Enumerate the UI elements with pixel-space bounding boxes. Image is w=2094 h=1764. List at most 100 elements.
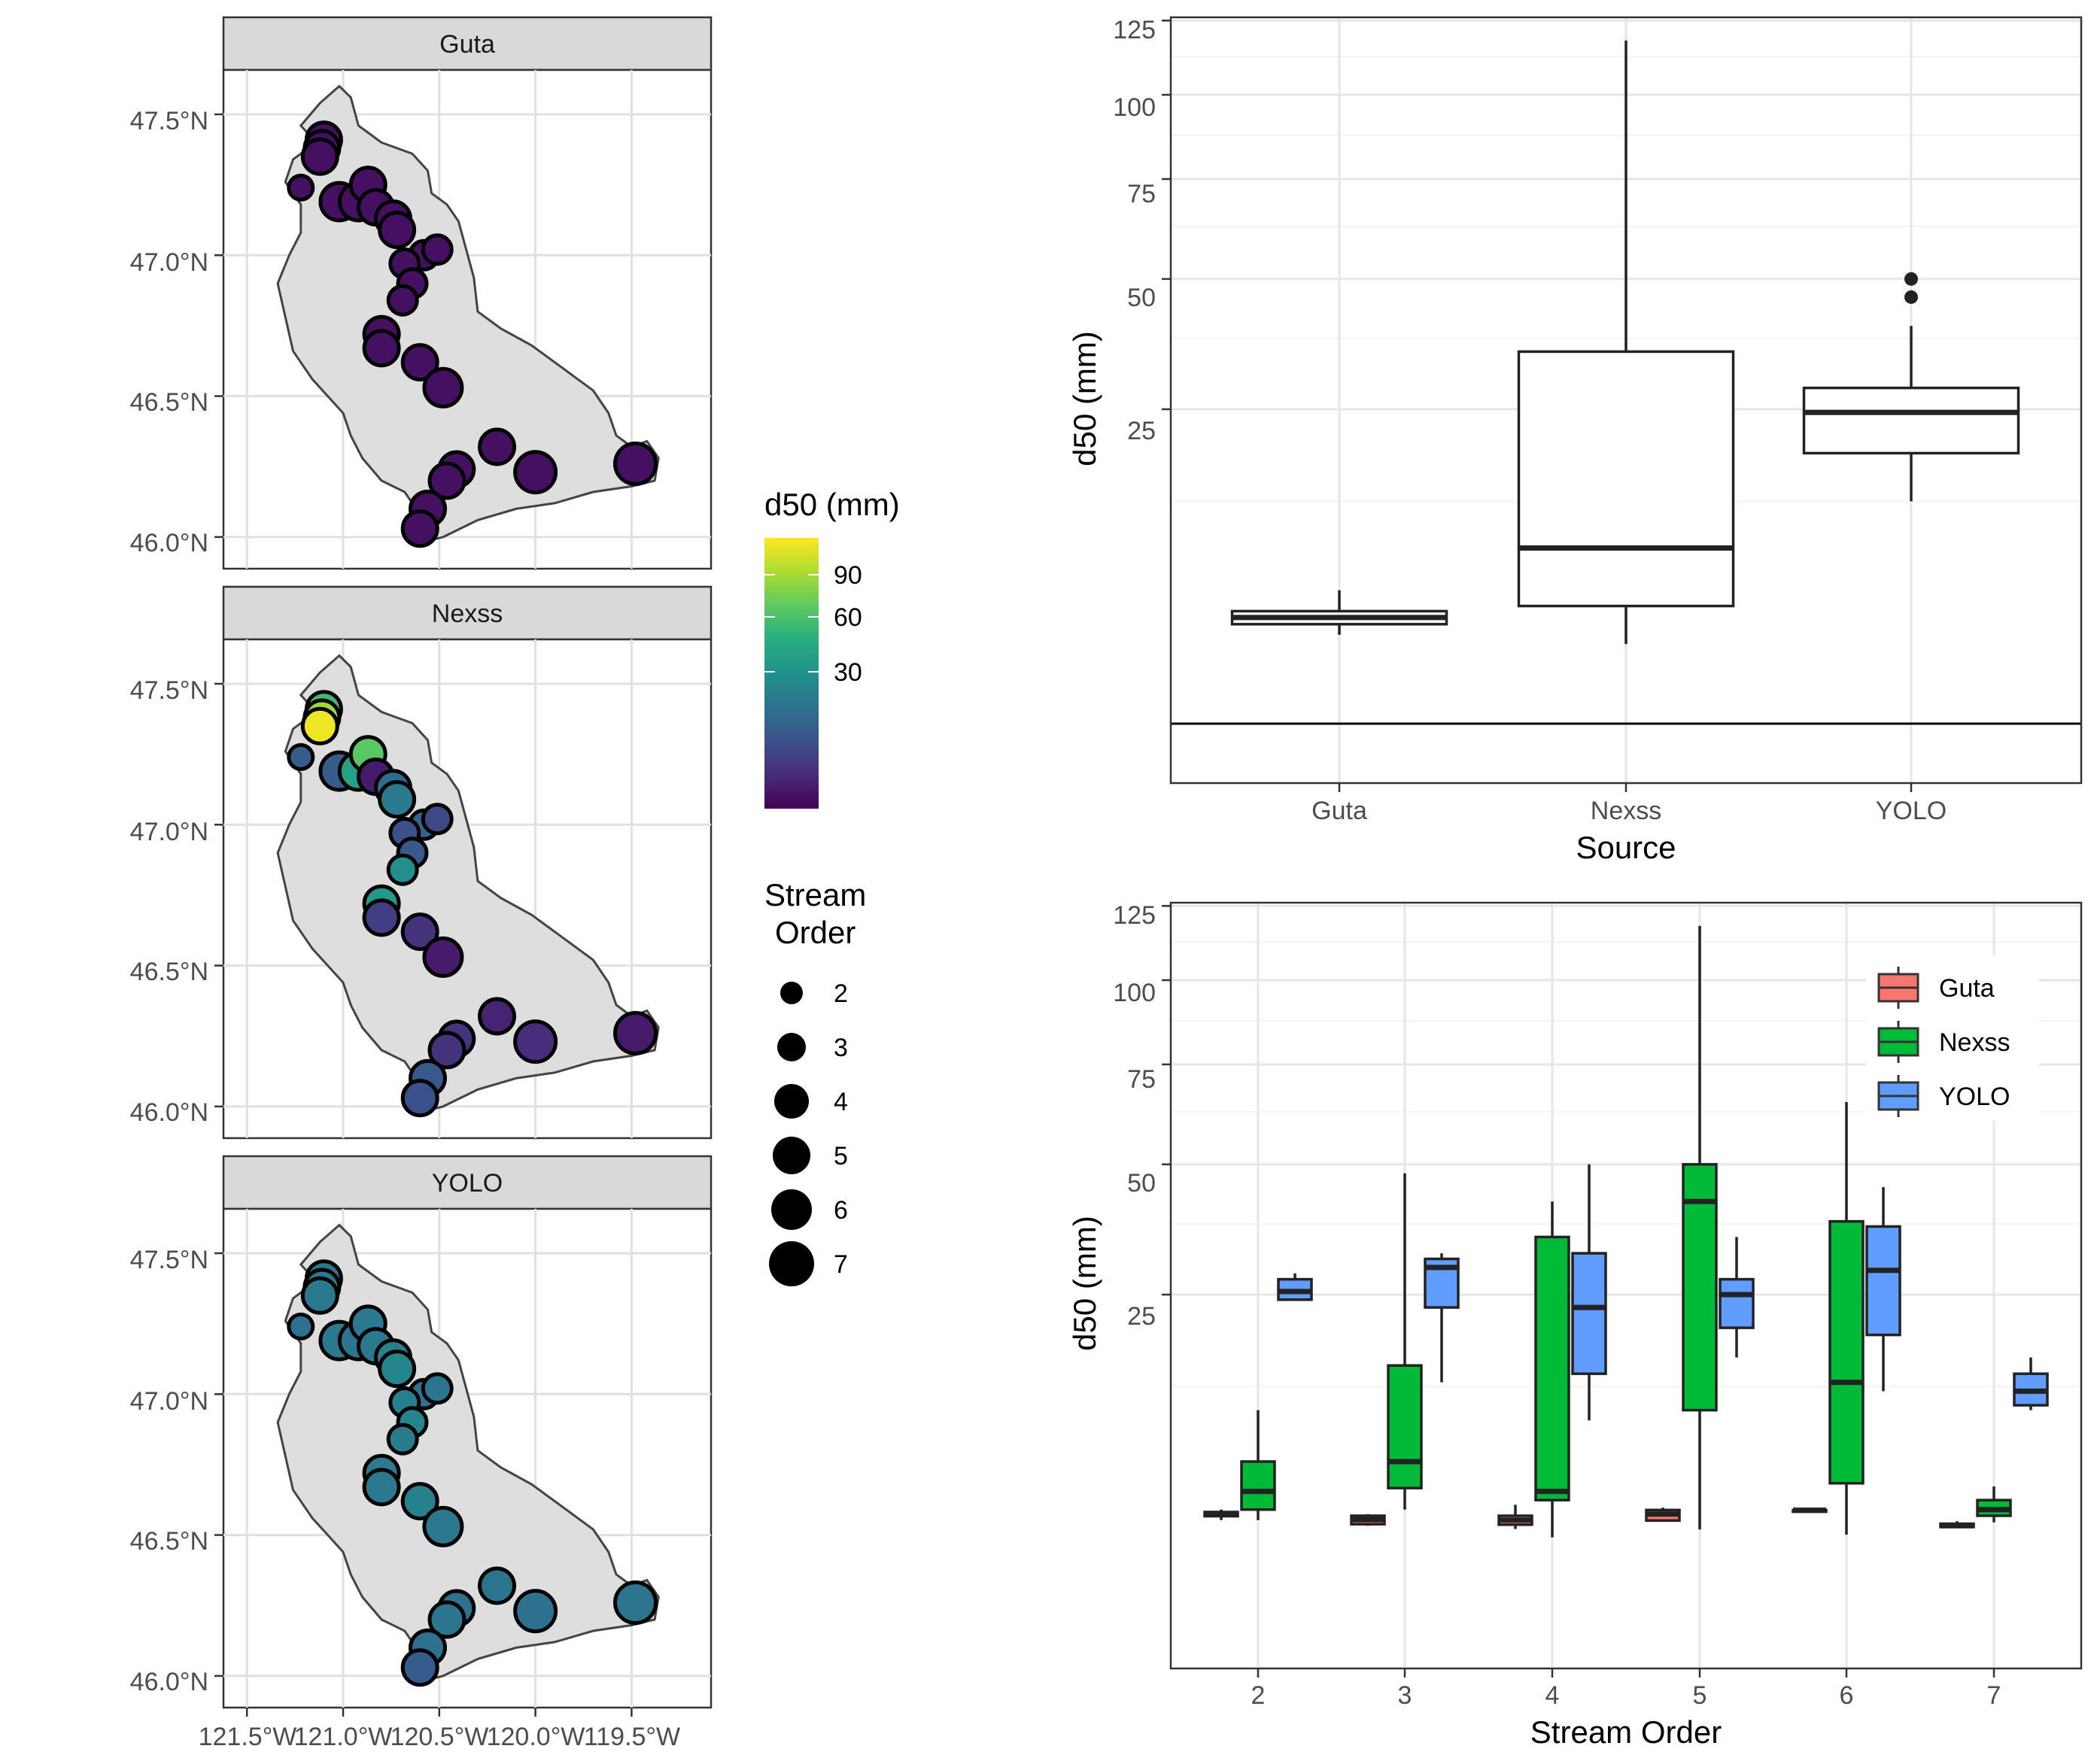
y-tick-label: 125	[1113, 901, 1156, 930]
lat-tick-label: 47.5°N	[130, 1246, 208, 1274]
y-axis-title: d50 (mm)	[1067, 331, 1102, 466]
map-point	[478, 427, 516, 466]
map-point	[400, 1482, 439, 1521]
x-tick-labels: Guta Nexss YOLO	[1311, 797, 1947, 825]
lat-tick-label: 46.5°N	[130, 388, 208, 417]
map-point	[427, 461, 467, 500]
colorbar	[764, 538, 819, 809]
map-point	[400, 1648, 439, 1687]
strip-label: Nexss	[432, 600, 503, 628]
map-point	[362, 898, 401, 937]
size-legend-title: Order	[775, 915, 856, 950]
size-legend-key-6	[771, 1189, 812, 1230]
x-tick-label: 6	[1840, 1681, 1854, 1710]
map-point	[421, 233, 454, 266]
map-point	[427, 1600, 467, 1639]
lat-tick-label: 47.0°N	[130, 248, 208, 277]
lat-tick-label: 47.5°N	[130, 676, 208, 705]
map-point	[400, 509, 439, 548]
map-point	[378, 780, 417, 819]
map-points	[287, 1259, 658, 1687]
strip-label: Guta	[439, 30, 495, 59]
map-point	[362, 329, 401, 368]
color-legend: d50 (mm) 90 60 30	[764, 487, 900, 809]
lat-tick-label: 46.0°N	[130, 529, 208, 557]
y-tick-label: 75	[1127, 180, 1156, 208]
box-marks	[1230, 40, 2020, 645]
colorbar-tick-label: 60	[834, 603, 862, 632]
map-point	[478, 997, 516, 1036]
size-legend-label: 2	[834, 979, 848, 1008]
map-point	[362, 1468, 401, 1507]
map-point	[300, 706, 339, 745]
x-tick-label: 2	[1251, 1681, 1266, 1710]
y-tick-label: 75	[1127, 1065, 1156, 1094]
x-tick-labels: 2 3 4 5 6 7	[1251, 1681, 2001, 1710]
map-panel-guta: Guta 47.5°N 47.0°N 46.5°N 46.0°N	[130, 16, 713, 570]
box	[1571, 1252, 1607, 1375]
map-points	[287, 690, 658, 1118]
x-tick-label: 4	[1545, 1681, 1560, 1710]
map-point	[613, 442, 658, 486]
x-axis-title: Source	[1576, 830, 1676, 865]
lon-ticks: 121.5°W 121.0°W 120.5°W 120.0°W 119.5°W	[199, 1723, 681, 1751]
color-legend-title: d50 (mm)	[764, 487, 900, 522]
strip-background	[222, 585, 713, 641]
map-point	[287, 742, 315, 771]
map-point	[422, 366, 464, 408]
y-tick-label: 25	[1127, 417, 1156, 445]
map-point	[386, 853, 419, 886]
size-legend-label: 5	[834, 1142, 848, 1170]
colorbar-tick-label: 30	[834, 658, 862, 687]
boxplot-by-stream-order: 125 100 75 50 25 2 3 4 5 6 7 Stream Orde…	[1067, 901, 2083, 1750]
map-point	[386, 284, 419, 317]
lat-tick-label: 46.5°N	[130, 958, 208, 986]
size-legend-label: 6	[834, 1196, 848, 1225]
map-point	[300, 1276, 339, 1315]
plot-border	[1169, 16, 2083, 785]
map-point	[400, 343, 439, 382]
map-panel-yolo: YOLO 47.5°N 47.0°N 46.5°N 46.0°N	[130, 1155, 713, 1717]
colorbar-tick-label: 90	[834, 561, 862, 590]
map-point	[300, 137, 339, 176]
outlier-point	[1904, 272, 1918, 286]
map-point	[287, 173, 315, 202]
map-point	[378, 1350, 417, 1389]
box	[1719, 1277, 1755, 1329]
box	[1802, 386, 2020, 455]
size-legend-label: 7	[834, 1250, 848, 1279]
x-tick-label: 5	[1693, 1681, 1707, 1710]
x-tick-label: YOLO	[1876, 797, 1947, 825]
lon-tick-label: 121.0°W	[294, 1723, 393, 1751]
lat-tick-label: 46.0°N	[130, 1098, 208, 1127]
lat-ticks: 47.5°N 47.0°N 46.5°N 46.0°N	[130, 107, 208, 557]
y-tick-label: 100	[1113, 979, 1156, 1007]
y-tick-label: 50	[1127, 1169, 1156, 1198]
lat-ticks: 47.5°N 47.0°N 46.5°N 46.0°N	[130, 1246, 208, 1696]
lon-tick-label: 120.0°W	[487, 1723, 585, 1751]
size-legend-key-2	[780, 982, 803, 1004]
lon-tick-label: 121.5°W	[199, 1723, 297, 1751]
map-point	[513, 1019, 558, 1064]
strip-label: YOLO	[432, 1169, 503, 1198]
x-tick-label: Guta	[1311, 797, 1367, 825]
box	[1865, 1225, 1901, 1337]
lat-tick-label: 47.0°N	[130, 818, 208, 846]
y-tick-label: 125	[1113, 16, 1156, 44]
y-tick-label: 100	[1113, 93, 1156, 122]
map-point	[378, 211, 417, 250]
x-tick-label: 3	[1398, 1681, 1412, 1710]
map-panel-nexss: Nexss 47.5°N 47.0°N 46.5°N 46.0°N	[130, 585, 713, 1140]
map-point	[400, 912, 439, 952]
box-marks	[1203, 925, 2049, 1538]
box	[1682, 1163, 1718, 1412]
strip-background	[222, 16, 713, 71]
size-legend-key-3	[777, 1033, 806, 1061]
map-point	[422, 936, 464, 978]
strip-background	[222, 1155, 713, 1210]
plot-border	[1169, 901, 2083, 1670]
lon-tick-label: 119.5°W	[584, 1723, 680, 1751]
lon-tick-label: 120.5°W	[391, 1723, 489, 1751]
map-point	[427, 1031, 467, 1070]
